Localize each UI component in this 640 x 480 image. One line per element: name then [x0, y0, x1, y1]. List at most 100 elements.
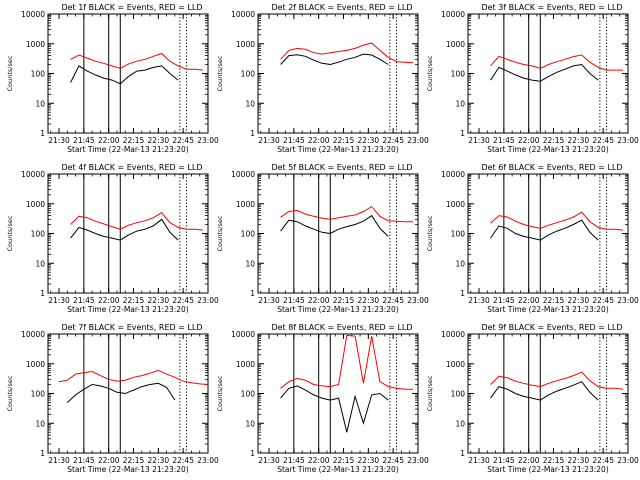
x-tick-label: 21:45	[493, 456, 515, 465]
x-tick-label: 22:00	[518, 136, 540, 145]
x-tick-label: 21:30	[48, 456, 70, 465]
x-tick-label: 23:00	[197, 296, 219, 305]
x-axis-label: Start Time (22-Mar-13 21:23:20)	[277, 305, 399, 314]
x-tick-label: 22:30	[568, 456, 590, 465]
x-tick-label: 22:30	[358, 456, 380, 465]
panel-3: Det 3f BLACK = Events, RED = LLD Counts/s…	[426, 3, 639, 154]
x-tick-label: 22:00	[308, 456, 330, 465]
x-tick-label: 22:45	[172, 296, 194, 305]
x-tick-label: 21:45	[283, 296, 305, 305]
panel-2: Det 2f BLACK = Events, RED = LLD Counts/s…	[216, 3, 429, 154]
lld-series-line	[70, 212, 204, 231]
panel-title: Det 2f BLACK = Events, RED = LLD	[271, 3, 412, 12]
x-tick-label: 23:00	[407, 296, 429, 305]
x-tick-label: 21:30	[468, 136, 490, 145]
x-tick-label: 23:00	[617, 296, 639, 305]
y-axis-label: Counts/sec	[216, 375, 224, 411]
x-tick-label: 21:30	[258, 296, 280, 305]
y-tick-label: 1	[40, 129, 45, 138]
panel-title: Det 7f BLACK = Events, RED = LLD	[61, 323, 202, 332]
x-axis-label: Start Time (22-Mar-13 21:23:20)	[487, 305, 609, 314]
plot-frame	[257, 13, 419, 134]
lld-series-line	[280, 205, 413, 223]
y-tick-label: 1000	[446, 40, 465, 49]
x-axis-label: Start Time (22-Mar-13 21:23:20)	[487, 145, 609, 154]
y-tick-label: 1000	[446, 360, 465, 369]
x-tick-label: 22:00	[518, 296, 540, 305]
plot-frame	[47, 333, 209, 454]
y-tick-label: 100	[241, 70, 256, 79]
y-tick-label: 1000	[26, 200, 45, 209]
y-tick-label: 1	[40, 289, 45, 298]
x-tick-label: 22:00	[308, 136, 330, 145]
x-tick-label: 22:30	[148, 136, 170, 145]
events-series-line	[280, 53, 389, 66]
y-tick-label: 1000	[236, 360, 255, 369]
lld-series-line	[490, 54, 623, 71]
x-tick-label: 22:45	[172, 456, 194, 465]
y-tick-label: 100	[451, 230, 466, 239]
x-tick-label: 22:15	[123, 136, 145, 145]
x-axis-label: Start Time (22-Mar-13 21:23:20)	[67, 465, 189, 474]
plot-frame	[467, 13, 629, 134]
lld-series-line	[280, 334, 413, 390]
events-series-line	[490, 381, 599, 401]
y-axis-label: Counts/sec	[426, 215, 434, 251]
x-tick-label: 21:45	[493, 136, 515, 145]
x-tick-label: 22:00	[518, 456, 540, 465]
x-tick-label: 22:15	[543, 296, 565, 305]
events-series-line	[70, 65, 179, 85]
x-tick-label: 22:45	[592, 456, 614, 465]
y-tick-label: 10000	[231, 330, 255, 339]
y-axis-label: Counts/sec	[6, 375, 14, 411]
x-tick-label: 22:15	[123, 456, 145, 465]
y-axis-label: Counts/sec	[426, 375, 434, 411]
x-axis-label: Start Time (22-Mar-13 21:23:20)	[67, 145, 189, 154]
y-tick-label: 1000	[446, 200, 465, 209]
events-series-line	[490, 63, 599, 82]
x-tick-label: 21:45	[73, 456, 95, 465]
x-tick-label: 23:00	[197, 136, 219, 145]
y-tick-label: 100	[31, 390, 46, 399]
y-tick-label: 10	[245, 419, 255, 428]
x-tick-label: 22:15	[333, 456, 355, 465]
panel-9: Det 9f BLACK = Events, RED = LLD Counts/s…	[426, 323, 639, 474]
x-tick-label: 22:30	[568, 136, 590, 145]
y-tick-label: 1	[40, 449, 45, 458]
x-tick-label: 22:15	[543, 456, 565, 465]
x-tick-label: 22:15	[333, 296, 355, 305]
x-tick-label: 22:00	[98, 136, 120, 145]
lld-series-line	[490, 371, 624, 390]
plot-frame	[47, 173, 209, 294]
y-tick-label: 1	[460, 289, 465, 298]
y-tick-label: 10000	[441, 330, 465, 339]
panel-7: Det 7f BLACK = Events, RED = LLD Counts/s…	[6, 323, 219, 474]
x-tick-label: 23:00	[617, 456, 639, 465]
y-tick-label: 100	[31, 230, 46, 239]
x-tick-label: 21:30	[48, 136, 70, 145]
x-tick-label: 22:15	[543, 136, 565, 145]
x-tick-label: 21:45	[283, 456, 305, 465]
x-tick-label: 21:30	[258, 456, 280, 465]
x-axis-label: Start Time (22-Mar-13 21:23:20)	[487, 465, 609, 474]
panel-5: Det 5f BLACK = Events, RED = LLD Counts/s…	[216, 163, 429, 314]
x-tick-label: 23:00	[617, 136, 639, 145]
y-tick-label: 1000	[236, 40, 255, 49]
x-axis-label: Start Time (22-Mar-13 21:23:20)	[67, 305, 189, 314]
y-tick-label: 1000	[26, 40, 45, 49]
x-tick-label: 22:45	[382, 136, 404, 145]
x-tick-label: 22:00	[98, 456, 120, 465]
y-tick-label: 100	[451, 70, 466, 79]
y-tick-label: 10	[245, 259, 255, 268]
x-tick-label: 22:30	[358, 136, 380, 145]
y-tick-label: 10	[455, 259, 465, 268]
x-tick-label: 22:45	[382, 296, 404, 305]
y-tick-label: 10000	[21, 10, 45, 19]
y-tick-label: 10000	[441, 170, 465, 179]
panel-8: Det 8f BLACK = Events, RED = LLD Counts/s…	[216, 323, 429, 474]
y-tick-label: 10	[35, 419, 45, 428]
x-tick-label: 21:30	[258, 136, 280, 145]
panel-title: Det 6f BLACK = Events, RED = LLD	[481, 163, 622, 172]
y-tick-label: 10	[35, 259, 45, 268]
